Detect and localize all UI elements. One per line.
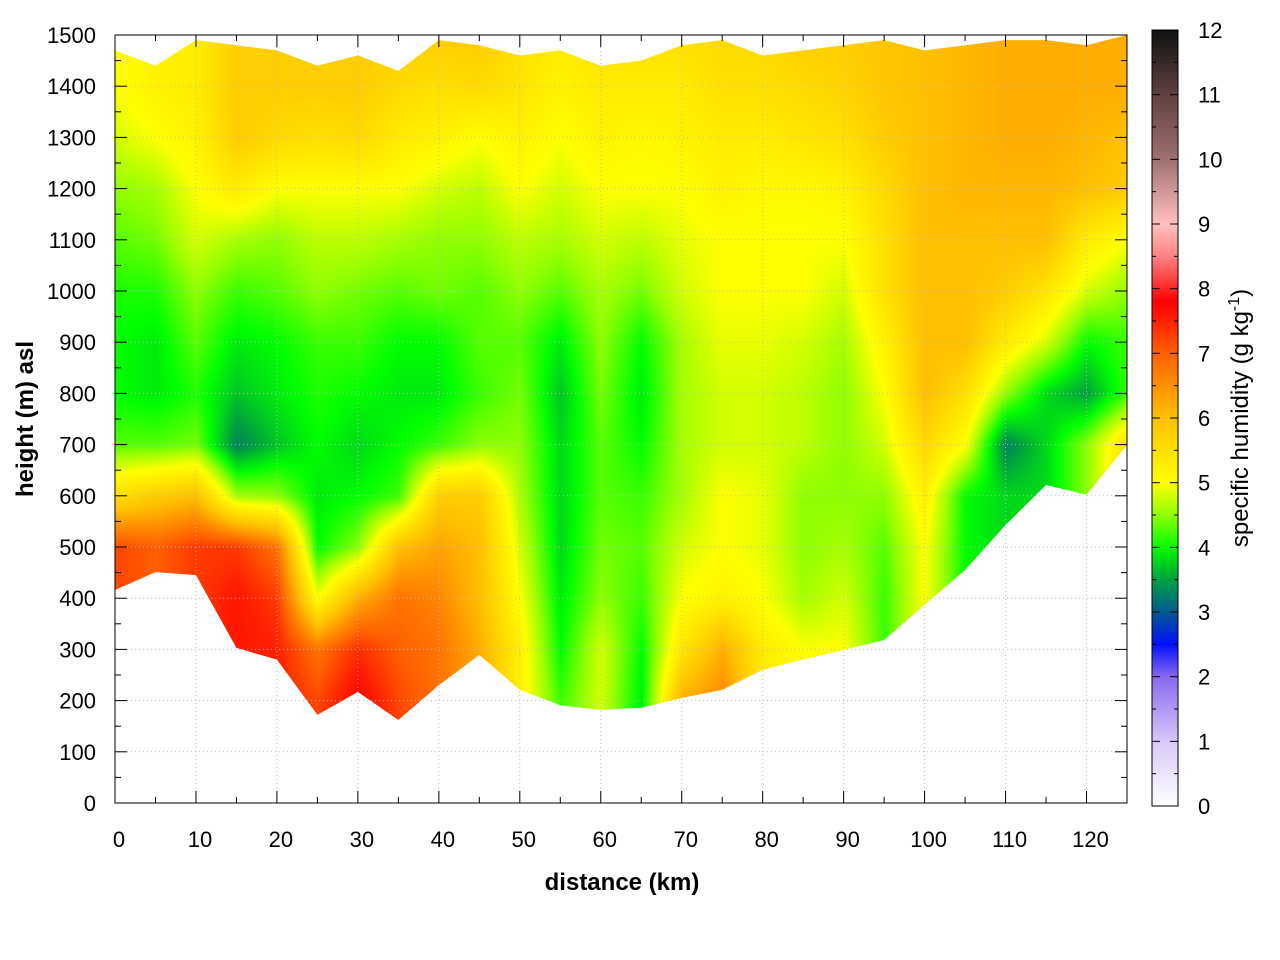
y-tick-label: 1200 [47, 177, 96, 202]
x-axis-label: distance (km) [545, 869, 700, 896]
y-tick-label: 300 [59, 637, 96, 662]
top-boundary-mask [115, 35, 1127, 71]
x-tick-label: 100 [910, 827, 947, 852]
colorbar-tick-label: 0 [1198, 794, 1210, 819]
x-tick-label: 120 [1072, 827, 1109, 852]
colorbar-tick-label: 5 [1198, 471, 1210, 496]
x-tick-labels: 0 10 20 30 40 50 60 70 80 90 100 110 120 [113, 827, 1109, 852]
axis-ticks [114, 34, 1127, 804]
y-tick-label: 600 [59, 484, 96, 509]
y-tick-label: 900 [59, 330, 96, 355]
y-tick-labels: 0 100 200 300 400 500 600 700 800 900 1000 1100 1200… [47, 23, 96, 816]
colorbar-tick-label: 12 [1198, 18, 1222, 43]
y-tick-label: 100 [59, 740, 96, 765]
colorbar-tick-label: 4 [1198, 535, 1210, 560]
colorbar-tick-label: 6 [1198, 406, 1210, 431]
colorbar-tick-label: 10 [1198, 147, 1222, 172]
x-tick-label: 50 [512, 827, 536, 852]
colorbar-tick-label: 8 [1198, 277, 1210, 302]
grid-lines [115, 35, 1127, 803]
y-axis-label: height (m) asl [12, 341, 39, 497]
colorbar-tick-label: 11 [1198, 83, 1221, 108]
x-tick-label: 0 [113, 827, 125, 852]
y-tick-label: 400 [59, 586, 96, 611]
y-tick-label: 500 [59, 535, 96, 560]
y-tick-label: 1500 [47, 23, 96, 48]
colorbar-label: specific humidity (g kg-1) [1226, 289, 1254, 547]
terrain-mask [115, 445, 1127, 803]
x-tick-label: 80 [754, 827, 778, 852]
y-tick-label: 800 [59, 381, 96, 406]
colorbar-tick-label: 9 [1198, 212, 1210, 237]
y-tick-label: 1100 [49, 228, 96, 253]
y-tick-label: 700 [59, 433, 96, 458]
y-tick-label: 1400 [47, 74, 96, 99]
x-tick-label: 10 [188, 827, 212, 852]
y-tick-label: 1300 [47, 125, 96, 150]
x-tick-label: 70 [673, 827, 697, 852]
colorbar-tick-label: 7 [1198, 341, 1210, 366]
colorbar-ticks [1152, 29, 1178, 807]
x-tick-label: 40 [431, 827, 455, 852]
colorbar-tick-label: 3 [1198, 600, 1210, 625]
colorbar-tick-label: 2 [1198, 665, 1210, 690]
x-tick-label: 20 [269, 827, 293, 852]
x-tick-label: 30 [350, 827, 374, 852]
x-tick-label: 90 [835, 827, 859, 852]
x-tick-label: 110 [992, 827, 1027, 852]
colorbar-tick-label: 1 [1198, 729, 1210, 754]
y-tick-label: 1000 [47, 279, 96, 304]
y-tick-label: 200 [59, 689, 96, 714]
x-tick-label: 60 [593, 827, 617, 852]
y-tick-label: 0 [84, 791, 96, 816]
